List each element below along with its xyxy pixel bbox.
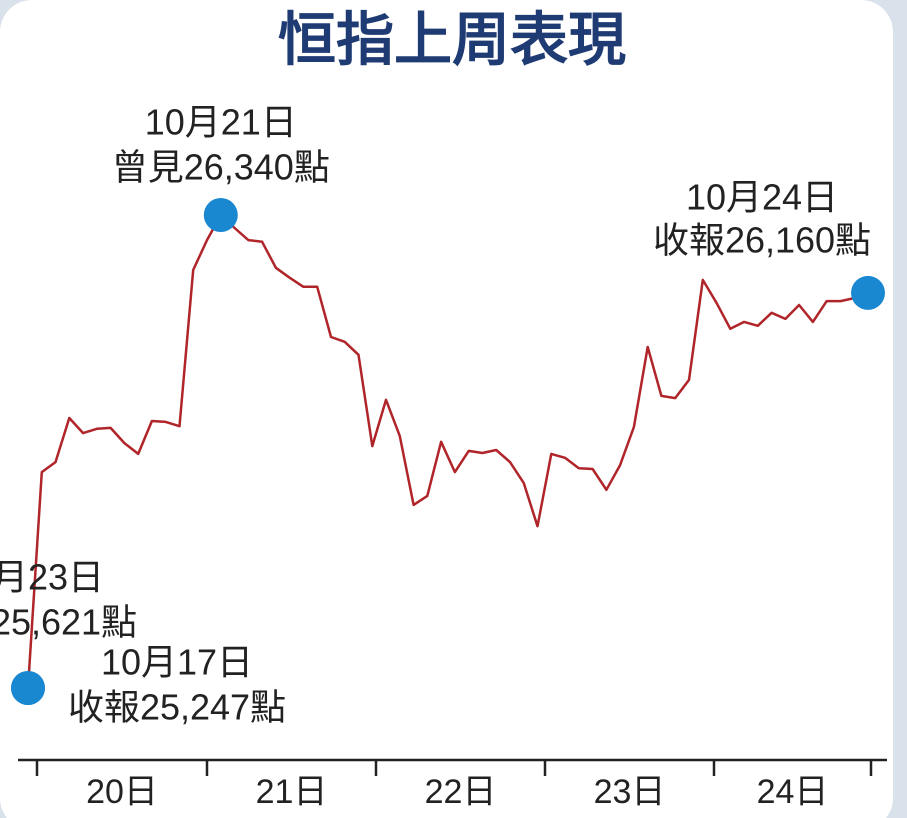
x-tick-label: 23日 bbox=[594, 773, 666, 811]
point-marker bbox=[203, 198, 238, 232]
annotation: 曾見25,621點 bbox=[0, 602, 137, 643]
x-tick-label: 21日 bbox=[256, 773, 328, 811]
chart-title: 恒指上周表現 bbox=[278, 7, 626, 72]
x-tick-label: 20日 bbox=[86, 773, 158, 811]
annotation: 收報25,247點 bbox=[68, 687, 286, 728]
line-series bbox=[26, 213, 869, 689]
point-marker bbox=[11, 671, 45, 705]
annotation: 曾見26,340點 bbox=[112, 147, 330, 188]
annotation: 10月24日 bbox=[686, 177, 838, 218]
point-marker bbox=[851, 275, 885, 310]
annotation: 收報26,160點 bbox=[653, 220, 871, 261]
x-tick-label: 24日 bbox=[757, 773, 829, 811]
x-tick-label: 22日 bbox=[425, 773, 497, 811]
annotation: 10月21日 bbox=[145, 102, 297, 143]
annotation: 10月23日 bbox=[0, 557, 104, 598]
annotation: 10月17日 bbox=[101, 642, 253, 683]
